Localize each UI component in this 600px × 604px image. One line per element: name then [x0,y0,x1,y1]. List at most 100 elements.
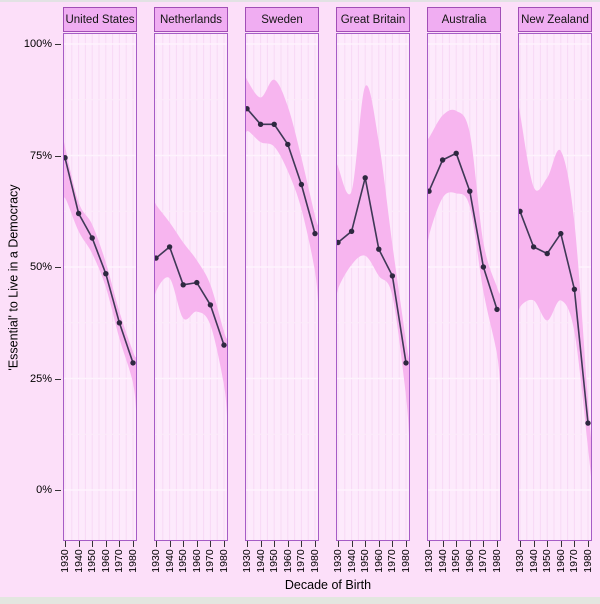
facet-panel-netherlands [153,33,228,541]
y-tick-mark [55,490,61,491]
x-tick-label: 1930 [150,549,162,573]
x-tick-label: 1970 [204,549,217,573]
data-point [75,210,82,217]
data-point [480,264,487,270]
y-tick-mark [55,44,61,45]
x-tick-label: 1960 [190,549,203,573]
data-point [103,271,109,277]
data-point [389,273,396,279]
data-point [180,282,186,288]
x-tick-mark [469,541,471,547]
x-tick-label: 1980 [127,549,139,573]
x-tick-label: 1930 [59,549,71,573]
x-tick-mark [169,541,171,547]
x-tick-label: 1980 [491,549,503,573]
data-point [362,175,368,181]
x-tick-mark [92,541,94,547]
data-point [207,302,214,308]
x-tick-mark [196,541,198,547]
data-point [166,244,173,250]
x-tick-label: 1950 [359,549,372,573]
x-tick-label: 1950 [177,549,190,573]
x-tick-label: 1950 [450,549,463,573]
x-tick-mark [588,541,589,547]
x-tick-mark [442,541,444,547]
x-tick-label: 1930 [423,549,435,573]
x-tick-label: 1960 [372,549,385,573]
x-tick-mark [119,541,121,547]
x-tick-mark [315,541,316,547]
x-tick-mark [287,541,289,547]
x-tick-label: 1940 [72,549,85,573]
x-tick-mark [483,541,485,547]
x-tick-mark [520,541,521,547]
x-tick-label: 1940 [163,549,176,573]
data-point [271,121,277,128]
x-tick-mark [65,541,66,547]
facet-panel-great-britain [335,33,410,541]
x-tick-mark [574,541,576,547]
data-point [544,250,550,257]
facet-panel-australia [426,33,501,541]
y-tick-label: 25% [29,372,52,385]
x-tick-label: 1960 [554,549,567,573]
x-tick-mark [156,541,157,547]
facet-header-united-states: United States [63,7,137,32]
facet-header-great-britain: Great Britain [336,7,410,32]
x-tick-label: 1960 [281,549,294,573]
x-tick-label: 1960 [463,549,476,573]
x-tick-mark [533,541,535,547]
data-point [376,246,382,252]
top-window-strip [0,0,600,2]
x-tick-mark [78,541,80,547]
data-point [298,181,305,188]
data-point [130,360,136,366]
x-tick-mark [378,541,380,547]
data-point [116,320,123,326]
x-tick-mark [497,541,498,547]
x-tick-mark [224,541,225,547]
x-tick-mark [183,541,185,547]
facet-panel-sweden [244,33,319,541]
x-tick-label: 1940 [254,549,267,573]
data-point [585,420,591,426]
x-tick-label: 1950 [86,549,99,573]
data-point [494,306,500,313]
x-tick-label: 1970 [295,549,308,573]
x-tick-mark [351,541,353,547]
data-point [467,188,473,194]
data-point [194,279,200,286]
x-tick-label: 1950 [541,549,554,573]
x-tick-label: 1940 [527,549,540,573]
x-tick-mark [560,541,562,547]
x-tick-label: 1940 [345,549,358,573]
x-tick-label: 1970 [113,549,126,573]
y-tick-mark [55,378,61,380]
x-tick-mark [133,541,134,547]
data-point [221,342,227,348]
x-tick-label: 1980 [309,549,321,573]
data-point [439,157,446,163]
x-tick-label: 1980 [582,549,594,573]
x-tick-mark [456,541,458,547]
facet-header-sweden: Sweden [245,7,319,32]
y-axis-title: 'Essential' to Live in a Democracy [6,184,21,371]
facet-header-australia: Australia [427,7,501,32]
bottom-window-strip [0,597,600,604]
y-tick-label: 75% [29,149,52,162]
facet-header-new-zealand: New Zealand [518,7,592,32]
x-tick-mark [210,541,212,547]
x-tick-mark [301,541,303,547]
data-point [89,235,95,241]
x-tick-label: 1970 [568,549,581,573]
x-tick-mark [338,541,339,547]
x-axis-title: Decade of Birth [284,578,372,592]
y-tick-label: 50% [29,261,52,273]
x-tick-label: 1980 [400,549,412,573]
x-tick-label: 1930 [514,549,526,573]
x-tick-label: 1930 [241,549,253,573]
y-tick-mark [55,155,61,157]
data-point [571,286,578,292]
x-tick-mark [406,541,407,547]
